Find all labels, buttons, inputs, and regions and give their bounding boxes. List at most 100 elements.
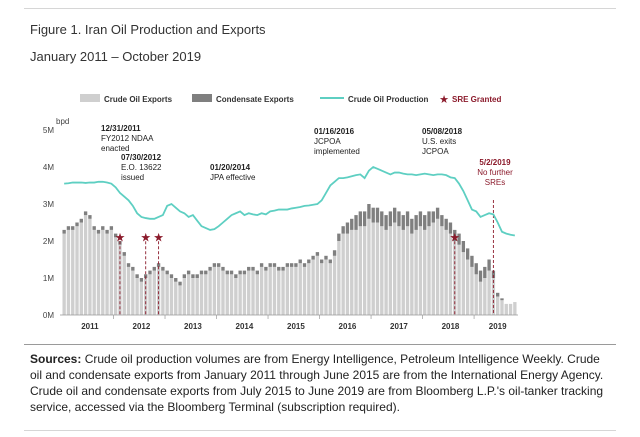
condensate-export-bar [242,270,247,275]
condensate-export-bar [298,259,302,264]
annotation-text: No further [477,168,513,177]
crude-export-bar [345,233,350,315]
condensate-export-bar [182,274,187,278]
crude-export-bar [483,278,487,315]
crude-export-bar [289,266,294,315]
crude-export-bar [302,266,307,315]
crude-export-bar [242,274,247,315]
crude-export-bar [221,270,225,315]
condensate-export-bar [92,226,96,230]
condensate-export-bar [388,211,393,227]
condensate-export-bar [453,229,457,241]
condensate-export-bar [101,226,105,230]
crude-export-bar [212,266,217,315]
condensate-export-bar [247,266,251,271]
crude-export-bar [504,303,508,315]
condensate-export-bar [152,266,156,271]
condensate-export-bar [392,207,397,223]
crude-export-bar [294,266,298,315]
condensate-export-bar [307,259,311,264]
crude-export-bar [182,278,187,315]
annotation-date: 07/30/2012 [121,153,162,162]
crude-export-bar [440,226,444,315]
condensate-export-bar [341,226,345,234]
crude-export-bar [414,229,418,315]
condensate-export-bar [465,248,470,260]
condensate-export-bar [62,229,66,234]
condensate-exports-bars [62,204,504,301]
crude-export-bar [199,274,204,315]
crude-export-bar [131,270,135,315]
condensate-export-bar [199,270,204,275]
event-markers [119,200,494,315]
condensate-export-bar [470,255,474,267]
crude-export-bar [337,241,341,315]
crude-export-bar [156,266,161,315]
condensate-export-bar [204,270,208,275]
crude-export-bar [315,255,320,315]
condensate-export-bar [66,226,71,230]
crude-export-bar [350,229,354,315]
condensate-export-bar [122,252,126,256]
crude-export-bar [165,274,169,315]
condensate-export-bar [178,281,182,286]
crude-export-bar [259,266,264,315]
condensate-export-bar [285,263,290,267]
legend-swatch-condensate [192,94,212,102]
crude-export-bar [191,278,195,315]
condensate-export-bar [277,266,281,271]
x-tick-label: 2015 [287,322,305,331]
crude-export-bar [298,263,302,315]
top-divider [24,8,616,9]
annotation-text: implemented [314,147,360,156]
annotation-text: E.O. 13622 [121,163,162,172]
crude-export-bar [96,233,101,315]
condensate-export-bar [169,274,174,278]
crude-export-bar [444,229,448,315]
crude-export-bar [109,229,114,315]
crude-export-bar [148,274,152,315]
crude-export-bar [178,285,182,315]
crude-export-bar [474,274,478,315]
sre-stars: ★ ★ ★ ★ [115,230,461,244]
y-tick-label: 3M [43,200,54,209]
crude-export-bar [113,237,118,315]
legend-swatch-crude [80,94,100,102]
crude-export-bar [79,222,83,315]
crude-export-bar [126,266,131,315]
figure-subtitle: January 2011 – October 2019 [30,49,202,64]
condensate-export-bar [272,263,277,267]
condensate-export-bar [358,211,362,227]
condensate-export-bar [423,215,427,230]
crude-export-bar [324,259,328,315]
crude-export-bar [83,215,88,315]
condensate-export-bar [165,270,169,275]
crude-export-bar [362,226,367,315]
condensate-export-bar [109,226,114,230]
condensate-export-bar [478,270,483,282]
crude-export-bar [358,226,362,315]
crude-export-bar [122,255,126,315]
annotation-text: JCPOA [314,137,341,146]
condensate-export-bar [139,278,144,282]
condensate-export-bar [217,263,221,267]
sre-star: ★ [449,230,460,244]
condensate-export-bar [496,292,500,297]
condensate-export-bar [191,274,195,278]
legend-label-production: Crude Oil Production [348,95,429,104]
crude-export-bar [66,229,71,315]
crude-export-bar [371,222,375,315]
condensate-export-bar [113,233,118,238]
annotation-date: 05/08/2018 [422,127,463,136]
x-tick-label: 2013 [184,322,202,331]
condensate-export-bar [208,266,212,271]
crude-export-bar [487,270,491,315]
crude-export-bar [508,303,513,315]
crude-export-bar [410,233,414,315]
condensate-export-bar [105,229,109,234]
crude-export-bar [71,229,75,315]
crude-export-bar [92,229,96,315]
condensate-export-bar [384,215,388,230]
condensate-export-bar [345,222,350,234]
